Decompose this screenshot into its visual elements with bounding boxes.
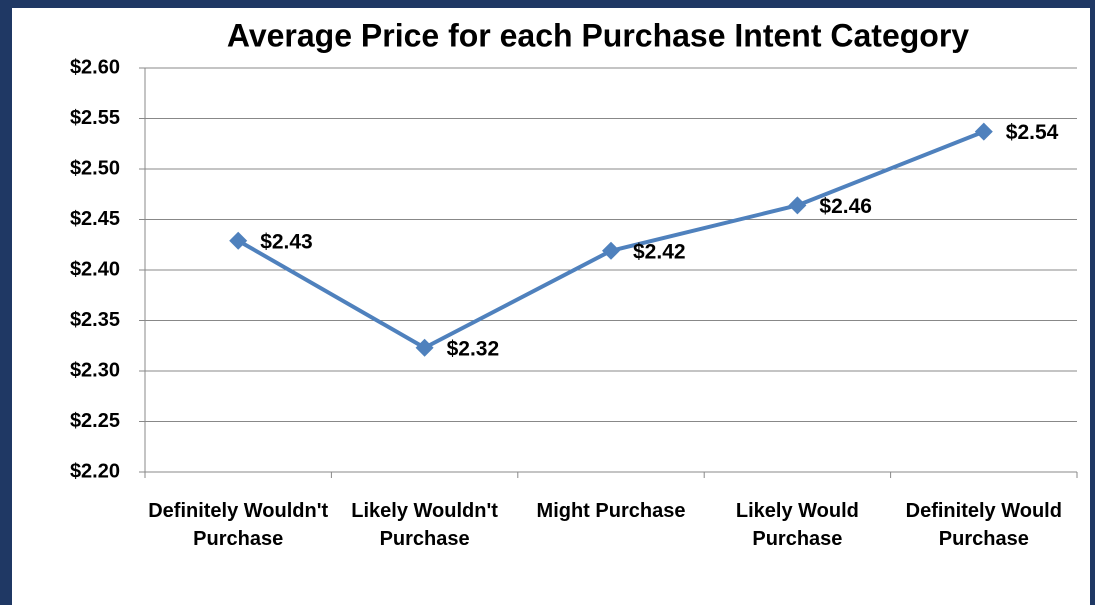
marker <box>788 196 807 215</box>
y-tick-label: $2.25 <box>70 410 120 432</box>
y-tick-label: $2.50 <box>70 157 120 179</box>
line <box>237 129 985 350</box>
marker <box>415 338 434 357</box>
data-label: $2.42 <box>633 240 686 263</box>
data-label: $2.46 <box>819 195 872 218</box>
y-tick-label: $2.30 <box>70 359 120 381</box>
marker <box>229 231 248 250</box>
chart-title: Average Price for each Purchase Intent C… <box>227 17 969 53</box>
marker <box>602 241 620 260</box>
y-tick-label: $2.55 <box>70 107 120 129</box>
marker <box>974 122 993 141</box>
x-tick-label: Might Purchase <box>536 500 686 522</box>
y-tick-label: $2.40 <box>70 258 120 280</box>
y-tick-label: $2.35 <box>70 309 120 331</box>
x-tick-label: Likely Wouldn't Purchase <box>351 500 498 550</box>
data-label: $2.54 <box>1006 121 1059 144</box>
y-tick-label: $2.60 <box>70 56 120 78</box>
x-tick-label: Definitely Would Purchase <box>905 500 1062 550</box>
y-tick-label: $2.20 <box>70 460 120 482</box>
y-tick-label: $2.45 <box>70 208 120 230</box>
data-label: $2.32 <box>447 337 500 360</box>
data-label: $2.43 <box>260 230 313 253</box>
x-tick-label: Likely Would Purchase <box>735 500 859 550</box>
x-tick-label: Definitely Wouldn't Purchase <box>148 500 329 550</box>
